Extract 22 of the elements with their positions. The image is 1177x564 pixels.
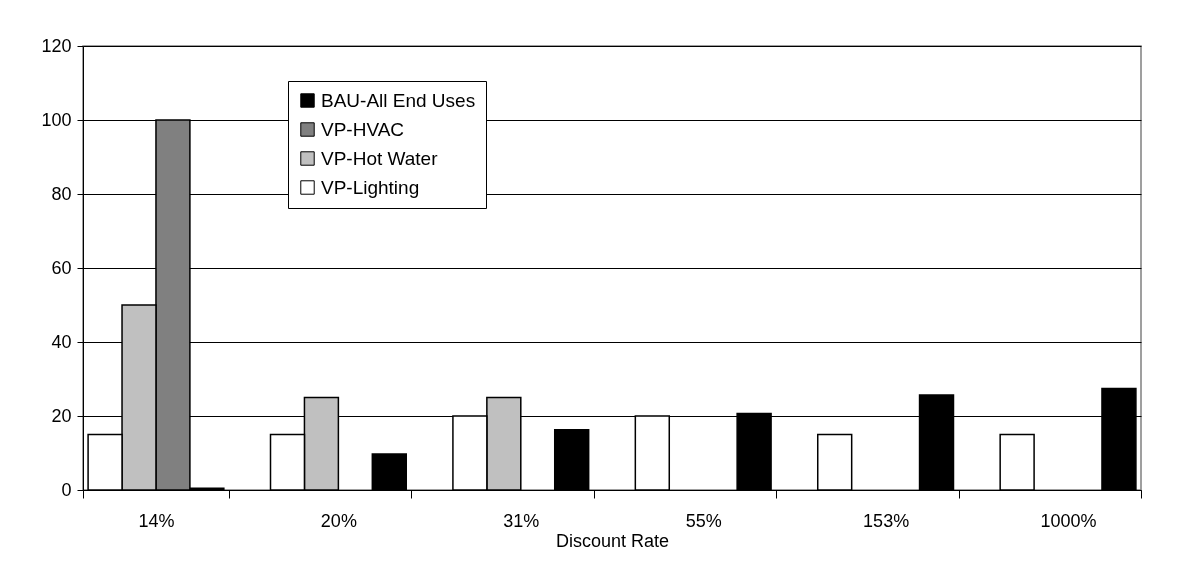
bar [371, 453, 407, 491]
y-tick-label: 40 [51, 331, 72, 352]
y-tick-label: 60 [51, 257, 72, 278]
x-tick-label: 20% [320, 510, 357, 531]
bar [817, 433, 853, 491]
bar [999, 433, 1035, 491]
x-tick-label: 14% [138, 510, 175, 531]
y-tick-label: 80 [51, 183, 72, 204]
y-tick-label: 100 [41, 109, 72, 130]
bar [553, 428, 590, 491]
legend-label: BAU-All End Uses [321, 89, 476, 111]
x-tick-label: 31% [503, 510, 540, 531]
y-tick-label: 20 [51, 405, 72, 426]
y-tick-label: 0 [61, 479, 72, 500]
y-tick-label: 120 [41, 35, 72, 56]
legend-label: VP-Hot Water [321, 147, 439, 169]
legend-label: VP-HVAC [321, 118, 405, 140]
x-tick-label: 1000% [1040, 510, 1097, 531]
x-axis-title: Discount Rate [555, 530, 670, 551]
legend-label: VP-Lighting [321, 176, 420, 198]
x-tick-label: 55% [685, 510, 722, 531]
x-tick-label: 153% [863, 510, 910, 531]
